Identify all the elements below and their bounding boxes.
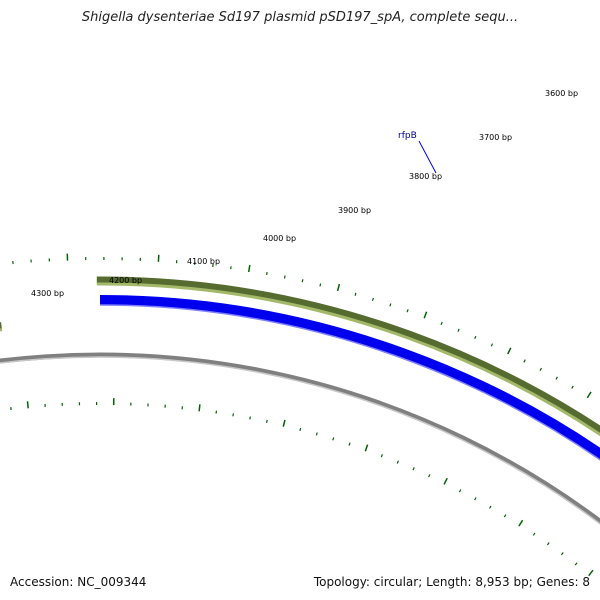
minor-tick — [396, 460, 399, 464]
major-tick — [364, 444, 369, 452]
minor-tick — [546, 542, 550, 546]
major-tick — [247, 264, 251, 273]
major-tick — [423, 311, 428, 319]
minor-tick — [412, 467, 415, 471]
minor-tick — [249, 416, 251, 420]
backbone-ring-highlight — [0, 356, 600, 525]
minor-tick — [315, 432, 318, 436]
minor-tick — [555, 376, 558, 380]
minor-tick — [428, 474, 431, 478]
minor-tick — [389, 303, 392, 307]
minor-tick — [301, 279, 304, 283]
minor-tick — [457, 328, 460, 332]
minor-tick — [232, 413, 234, 417]
minor-tick — [571, 385, 574, 389]
scale-label-3900: 3900 bp — [338, 206, 371, 215]
major-tick — [443, 477, 448, 485]
major-tick — [336, 283, 341, 292]
minor-tick — [440, 321, 443, 326]
minor-tick — [560, 552, 564, 556]
scale-label-4100: 4100 bp — [187, 257, 220, 266]
minor-tick — [332, 437, 335, 441]
accession-label: Accession: NC_009344 — [10, 575, 147, 589]
minor-tick — [266, 271, 268, 276]
minor-tick — [539, 367, 543, 371]
scale-label-4200: 4200 bp — [109, 276, 142, 285]
minor-tick — [474, 335, 477, 340]
minor-tick — [488, 505, 492, 509]
gene-feature-rfpb-highlight — [96, 282, 600, 437]
major-tick — [588, 569, 594, 577]
scale-label-4000: 4000 bp — [263, 234, 296, 243]
backbone-ring — [0, 352, 600, 525]
minor-tick — [474, 497, 477, 501]
topology-summary: Topology: circular; Length: 8,953 bp; Ge… — [313, 575, 590, 589]
minor-tick — [354, 292, 357, 296]
gene-feature-left-highlight — [0, 328, 3, 332]
minor-tick — [215, 410, 218, 414]
minor-tick — [299, 427, 302, 432]
outer-tick-ring — [12, 253, 592, 399]
gene-label-rfpb[interactable]: rfpB — [398, 131, 417, 141]
minor-tick — [406, 309, 409, 313]
major-tick — [518, 519, 524, 527]
minor-tick — [348, 442, 351, 446]
minor-tick — [523, 359, 526, 363]
scale-label-4300: 4300 bp — [31, 289, 64, 298]
minor-tick — [503, 514, 507, 518]
map-title: Shigella dysenteriae Sd197 plasmid pSD19… — [81, 10, 519, 25]
minor-tick — [490, 343, 494, 347]
major-tick — [26, 401, 29, 409]
major-tick — [507, 347, 512, 355]
cds-feature-right[interactable] — [99, 295, 600, 508]
minor-tick — [319, 283, 322, 287]
scale-label-3800: 3800 bp — [409, 172, 442, 181]
minor-tick — [283, 275, 286, 279]
scale-label-3600: 3600 bp — [545, 89, 578, 98]
major-tick — [282, 419, 286, 427]
minor-tick — [371, 297, 374, 301]
gene-label-leader — [418, 140, 437, 174]
minor-tick — [380, 454, 383, 458]
minor-tick — [532, 532, 536, 536]
minor-tick — [574, 562, 578, 566]
minor-tick — [266, 419, 268, 424]
scale-label-3700: 3700 bp — [479, 133, 512, 142]
major-tick — [586, 391, 592, 399]
gene-feature-left[interactable] — [0, 322, 2, 437]
gene-feature-rfpb[interactable] — [96, 276, 600, 493]
inner-tick-ring — [10, 398, 594, 577]
major-tick — [198, 404, 201, 412]
minor-tick — [458, 489, 462, 493]
